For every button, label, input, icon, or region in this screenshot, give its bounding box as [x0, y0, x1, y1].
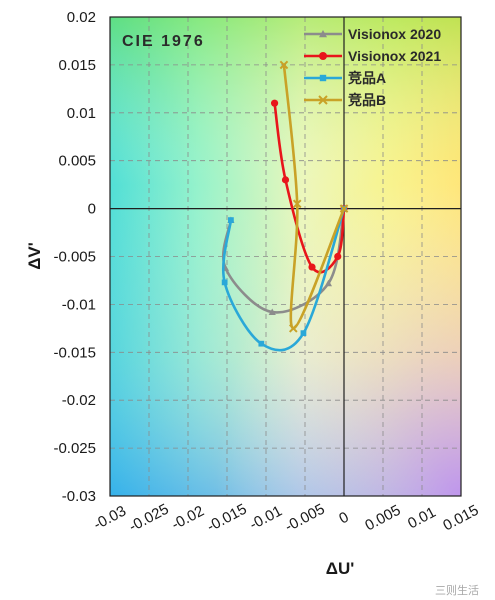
y-tick-label: 0.005	[58, 153, 96, 170]
x-tick-label: 0.005	[362, 502, 403, 535]
x-tick-label: -0.025	[126, 501, 172, 536]
y-tick-label: 0.02	[67, 9, 96, 26]
legend-item: 竞品A	[304, 70, 386, 86]
legend: Visionox 2020 Visionox 2021 竞品A 竞品B	[304, 26, 441, 108]
y-tick-label: -0.005	[53, 249, 96, 266]
legend-label: Visionox 2021	[348, 48, 441, 64]
data-point-marker	[324, 279, 332, 287]
legend-item: Visionox 2021	[304, 48, 441, 64]
plot-frame	[109, 16, 462, 497]
data-point-marker	[281, 176, 290, 184]
data-point-marker	[279, 60, 289, 70]
data-point-marker	[318, 95, 328, 105]
data-point-marker	[339, 204, 349, 213]
legend-item: 竞品B	[304, 92, 386, 108]
x-tick-label: -0.015	[204, 501, 250, 536]
x-tick-label: 0	[336, 509, 351, 528]
chart-title: CIE 1976	[122, 33, 205, 50]
data-point-marker	[334, 252, 342, 261]
y-tick-label: -0.01	[62, 296, 96, 313]
data-point-marker	[300, 330, 307, 337]
data-point-marker	[228, 217, 234, 223]
data-point-marker	[319, 74, 327, 82]
legend-label: 竞品A	[348, 70, 386, 86]
data-point-marker	[288, 324, 298, 333]
zero-axes	[110, 17, 461, 496]
data-point-marker	[221, 279, 228, 286]
y-tick-label: -0.02	[62, 392, 96, 409]
y-tick-label: -0.015	[53, 344, 96, 361]
data-point-marker	[292, 199, 302, 209]
y-tick-label: 0.015	[58, 57, 96, 74]
legend-label: Visionox 2020	[348, 26, 441, 42]
x-tick-label: -0.03	[91, 502, 129, 533]
x-tick-label: -0.01	[247, 502, 285, 533]
data-point-marker	[319, 52, 327, 60]
legend-item: Visionox 2020	[304, 26, 441, 42]
watermark: 三则生活	[435, 583, 479, 597]
x-tick-label: -0.02	[169, 502, 207, 533]
y-tick-label: 0.01	[67, 105, 96, 122]
y-tick-labels: 0.02 0.015 0.01 0.005 0 -0.005 -0.01 -0.015 -0.0…	[53, 9, 96, 505]
x-axis-label: ΔU'	[326, 559, 355, 578]
series-竞品b	[279, 60, 349, 333]
x-tick-label: 0.015	[440, 502, 481, 535]
y-tick-label: -0.025	[53, 440, 96, 457]
data-point-marker	[319, 30, 327, 38]
legend-label: 竞品B	[348, 92, 386, 108]
data-point-marker	[258, 340, 265, 347]
data-point-marker	[270, 99, 279, 107]
y-tick-label: 0	[88, 201, 96, 218]
y-axis-label: ΔV'	[25, 242, 44, 270]
y-tick-label: -0.03	[62, 488, 96, 505]
x-tick-label: 0.01	[405, 504, 439, 533]
x-tick-labels: -0.03-0.025-0.02-0.015-0.01-0.005 0 0.005 0…	[91, 501, 482, 536]
x-tick-label: -0.005	[282, 501, 328, 536]
data-point-marker	[268, 308, 276, 315]
series-line	[282, 63, 346, 330]
data-point-marker	[308, 263, 316, 271]
series-layer	[221, 60, 349, 352]
